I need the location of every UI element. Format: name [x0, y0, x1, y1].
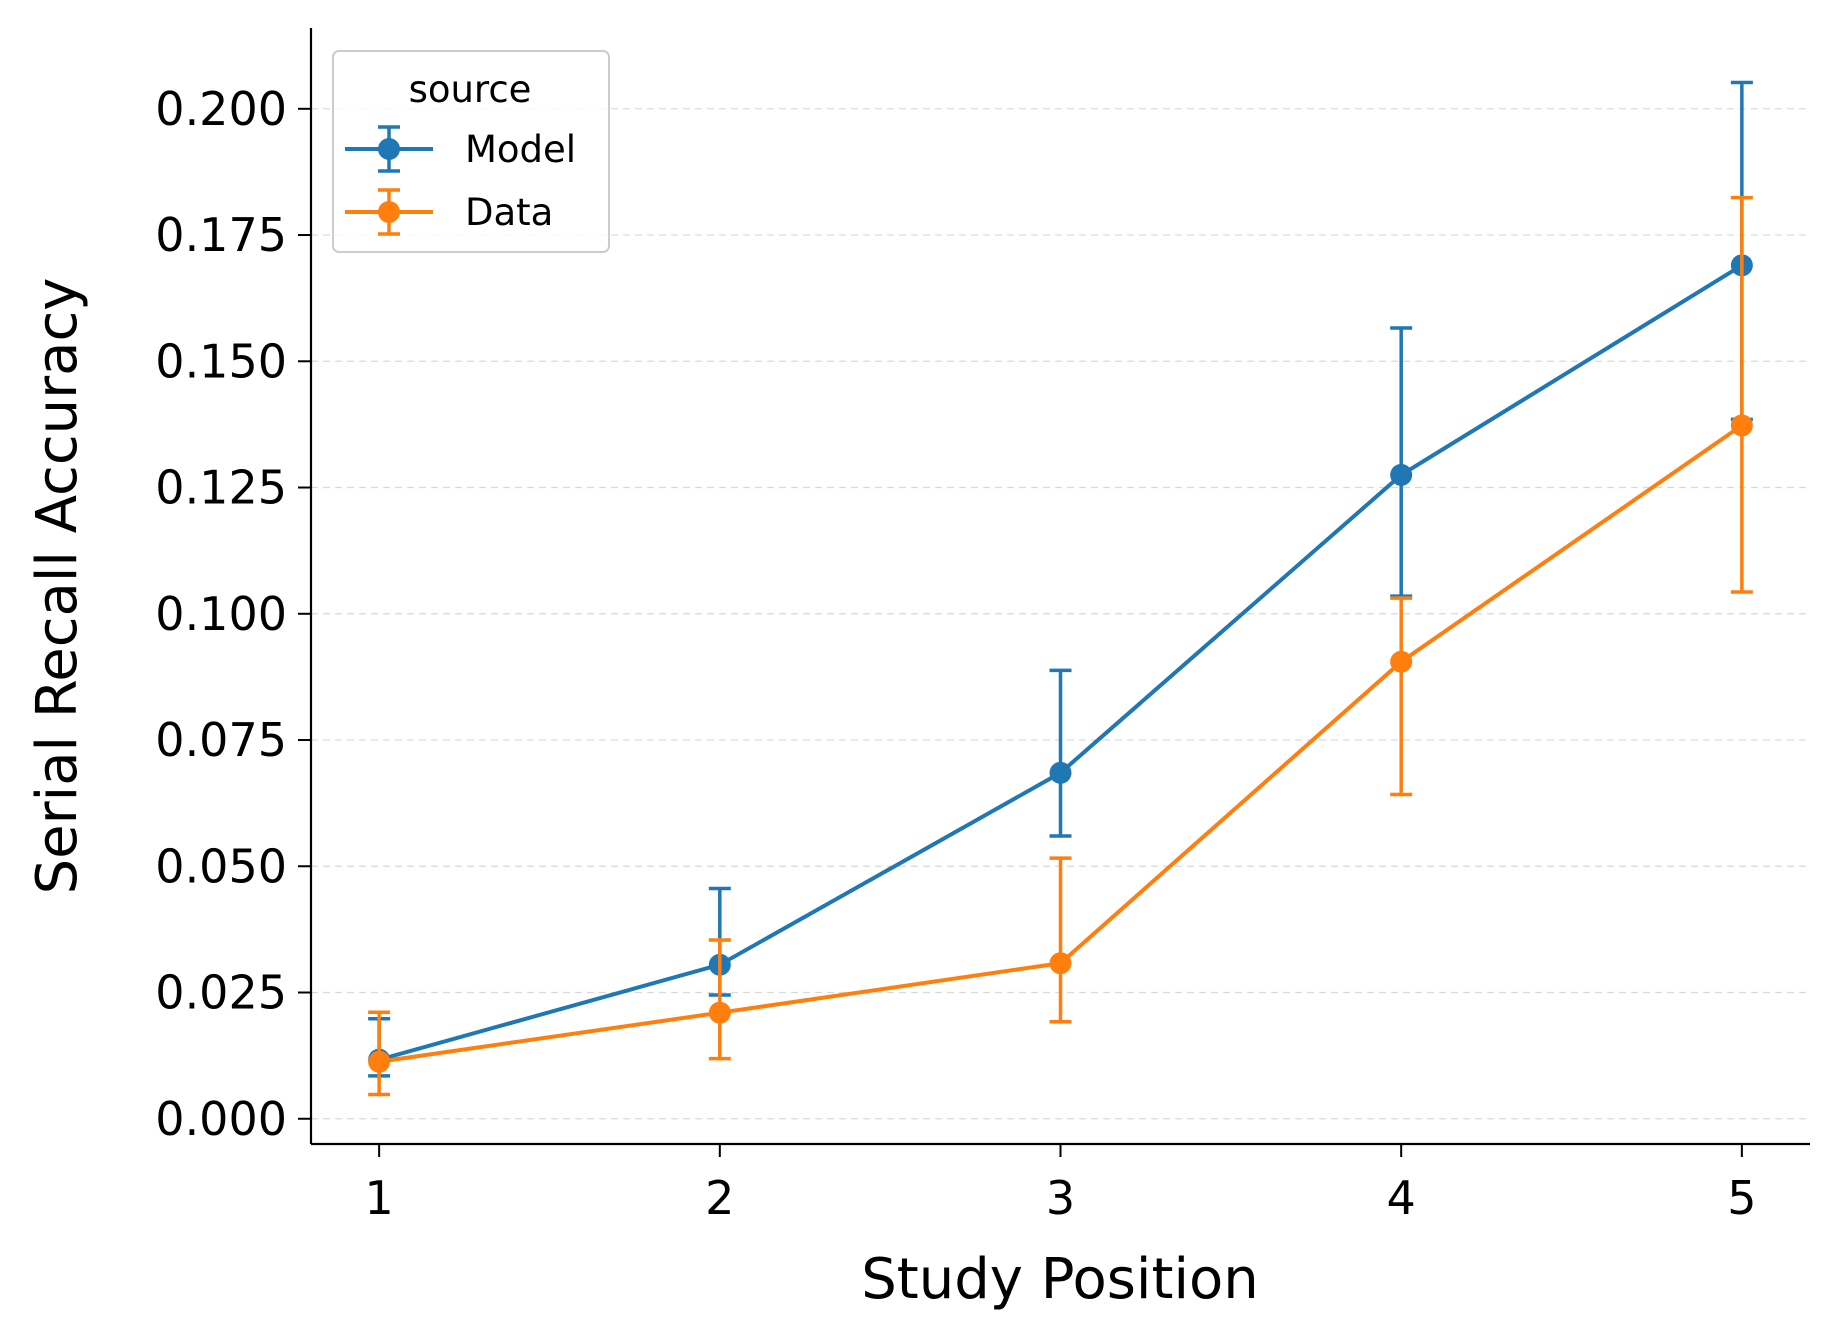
x-axis-label: Study Position [861, 1247, 1259, 1312]
y-tick-label: 0.050 [155, 839, 287, 893]
data-point [708, 1001, 731, 1024]
legend-frame [332, 50, 610, 253]
legend-entry-data: Data [345, 188, 553, 236]
legend-marker [378, 201, 400, 223]
y-tick-label: 0.025 [155, 966, 287, 1020]
legend-title: source [409, 68, 532, 111]
y-tick-label: 0.000 [155, 1092, 287, 1146]
y-tick-label: 0.200 [155, 82, 287, 136]
series-layer [368, 80, 1753, 1097]
legend-entry-model: Model [345, 125, 576, 173]
legend: source Model Data [332, 50, 610, 253]
y-tick-label: 0.150 [155, 334, 287, 388]
tick-labels: 0.000 0.025 0.050 0.075 0.100 0.125 0.150 0.175… [155, 82, 1756, 1225]
data-point [1049, 952, 1072, 975]
legend-label: Model [465, 128, 576, 171]
data-point [368, 1050, 391, 1073]
y-tick-label: 0.175 [155, 208, 287, 262]
data-point [1390, 463, 1413, 486]
legend-marker [378, 138, 400, 160]
data-point [1049, 761, 1072, 784]
legend-entries: Model Data [345, 125, 576, 236]
x-tick-label: 2 [705, 1171, 734, 1225]
series-data [368, 195, 1753, 1097]
y-axis-label: Serial Recall Accuracy [25, 278, 90, 895]
legend-label: Data [465, 191, 553, 234]
data-point [1390, 650, 1413, 673]
x-tick-label: 5 [1727, 1171, 1756, 1225]
data-point [1730, 414, 1753, 437]
x-tick-label: 1 [364, 1171, 393, 1225]
y-tick-label: 0.075 [155, 713, 287, 767]
y-tick-label: 0.125 [155, 461, 287, 515]
y-tick-label: 0.100 [155, 587, 287, 641]
x-tick-label: 4 [1387, 1171, 1416, 1225]
x-tick-label: 3 [1046, 1171, 1075, 1225]
